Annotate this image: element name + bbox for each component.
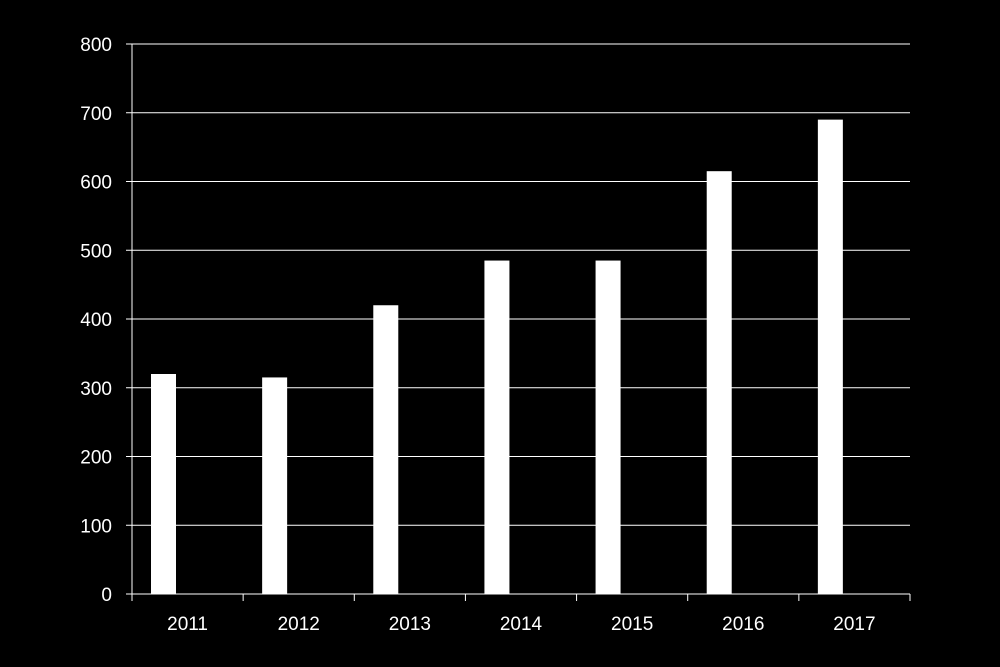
bar-2012 bbox=[262, 377, 288, 594]
bar-2015 bbox=[595, 260, 621, 594]
y-tick-label: 800 bbox=[80, 35, 112, 56]
x-tick-label: 2011 bbox=[167, 614, 208, 635]
bar-2013 bbox=[373, 305, 399, 594]
y-tick-label: 600 bbox=[80, 173, 112, 194]
y-tick-label: 400 bbox=[80, 310, 112, 331]
bar-2014 bbox=[484, 260, 510, 594]
axes bbox=[126, 43, 911, 601]
x-tick-label: 2016 bbox=[722, 614, 764, 635]
y-tick-label: 0 bbox=[101, 585, 112, 606]
x-tick-label: 2013 bbox=[389, 614, 431, 635]
x-tick-label: 2017 bbox=[833, 614, 875, 635]
bar-2011 bbox=[151, 374, 176, 594]
x-tick-label: 2014 bbox=[500, 614, 543, 635]
bar-series bbox=[151, 119, 843, 594]
bar-2017 bbox=[817, 119, 843, 594]
tick-labels: 0 100 200 300 400 500 600 700 800 2011 2012 2013 201… bbox=[80, 35, 875, 635]
y-tick-label: 500 bbox=[80, 241, 112, 262]
y-tick-label: 300 bbox=[80, 379, 112, 400]
x-tick-label: 2015 bbox=[611, 614, 653, 635]
x-tick-label: 2012 bbox=[278, 614, 320, 635]
bar-2016 bbox=[706, 171, 732, 594]
gridlines bbox=[132, 43, 910, 526]
y-tick-label: 700 bbox=[80, 104, 112, 125]
y-tick-label: 200 bbox=[80, 448, 112, 469]
y-tick-label: 100 bbox=[80, 516, 112, 537]
